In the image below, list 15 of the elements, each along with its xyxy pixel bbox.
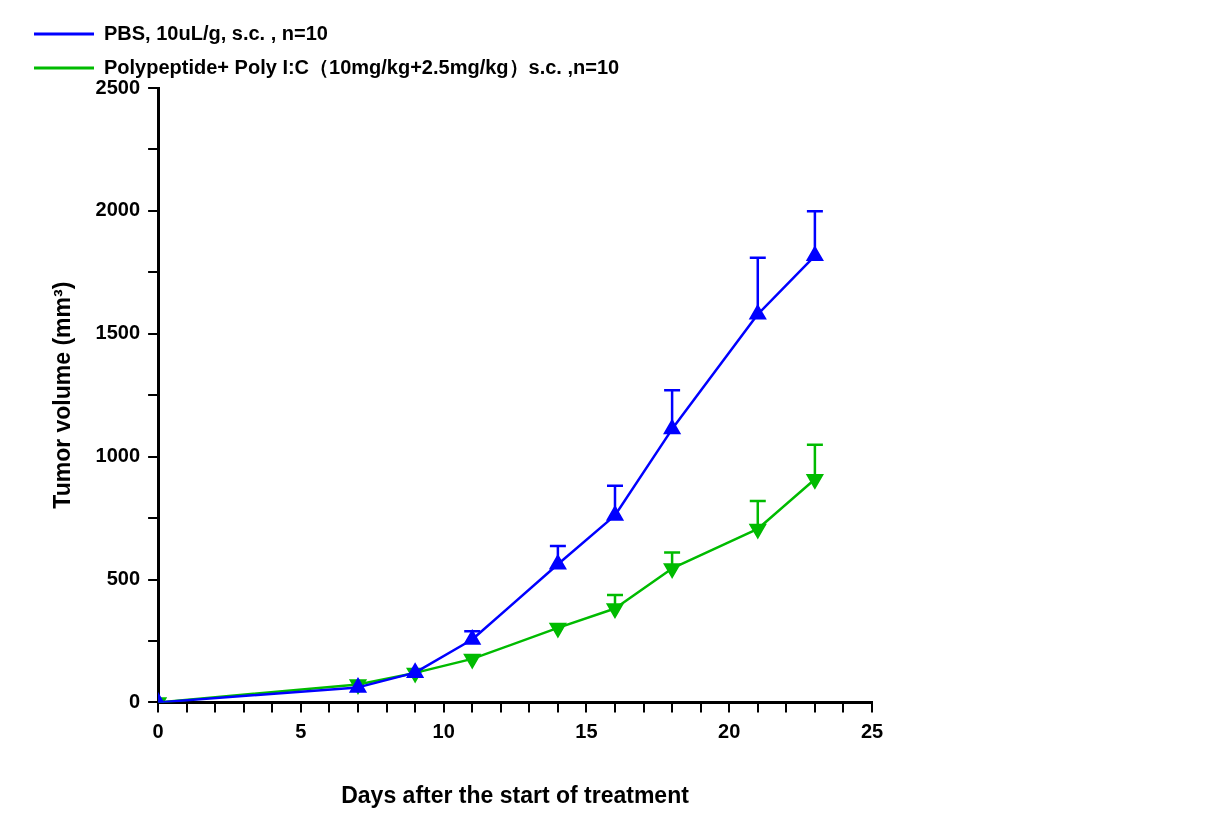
x-axis-title: Days after the start of treatment: [341, 781, 690, 808]
legend-label: PBS, 10uL/g, s.c. , n=10: [104, 21, 328, 44]
y-tick-label: 1000: [95, 444, 141, 467]
y-tick-label: 0: [128, 689, 141, 712]
x-tick-label: 0: [152, 719, 164, 742]
legend-label: Polypeptide+ Poly I:C（10mg/kg+2.5mg/kg）s.c. ,n=10: [104, 55, 620, 78]
y-tick-label: 1500: [95, 321, 141, 344]
x-tick-label: 5: [295, 719, 307, 742]
y-tick-label: 2000: [95, 198, 141, 221]
x-tick-label: 25: [860, 719, 884, 742]
y-tick-label: 500: [106, 567, 141, 590]
y-axis-title: Tumor volume (mm³): [49, 281, 76, 509]
x-tick-label: 10: [432, 719, 455, 742]
x-tick-label: 15: [575, 719, 598, 742]
x-tick-label: 20: [718, 719, 741, 742]
